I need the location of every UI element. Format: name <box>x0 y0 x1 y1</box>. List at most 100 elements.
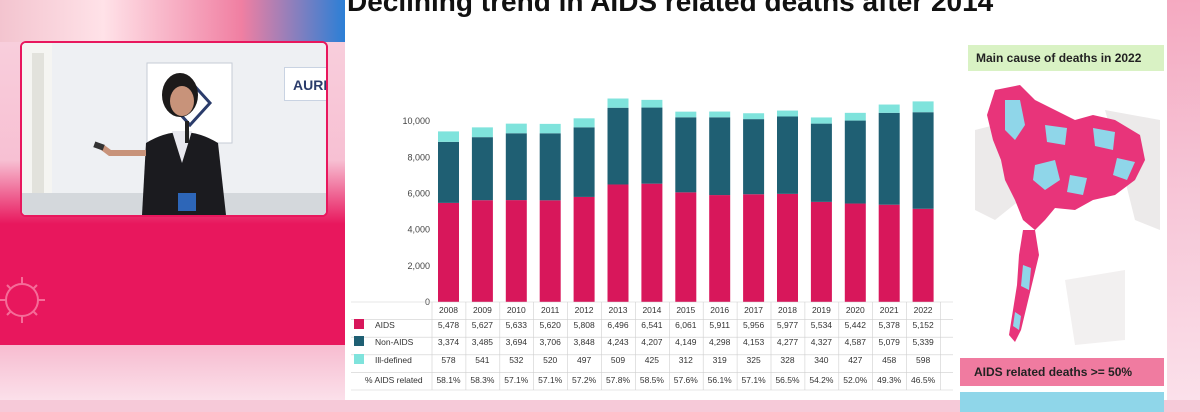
x-tick-label: 2015 <box>676 305 695 315</box>
table-cell: 57.6% <box>674 375 699 385</box>
x-tick-label: 2010 <box>507 305 526 315</box>
x-tick-label: 2017 <box>744 305 763 315</box>
speaker-video: AURI <box>20 41 328 217</box>
x-tick-label: 2018 <box>778 305 797 315</box>
bar-ill-defined-2013 <box>607 98 629 108</box>
table-row-label: Ill-defined <box>375 355 412 365</box>
table-cell: 5,339 <box>912 337 934 347</box>
bar-aids-2013 <box>607 184 629 302</box>
table-cell: 4,207 <box>641 337 663 347</box>
table-cell: 312 <box>679 355 693 365</box>
table-cell: 54.2% <box>809 375 834 385</box>
pink-band <box>0 225 345 345</box>
virus-icon <box>0 277 45 323</box>
bar-non-aids-2014 <box>641 107 663 184</box>
bar-non-aids-2017 <box>743 119 765 195</box>
bar-non-aids-2020 <box>844 120 866 204</box>
table-cell: 520 <box>543 355 557 365</box>
table-cell: 6,496 <box>607 320 629 330</box>
x-tick-label: 2011 <box>541 305 560 315</box>
table-cell: 5,534 <box>811 320 833 330</box>
table-cell: 340 <box>814 355 828 365</box>
table-cell: 5,956 <box>743 320 765 330</box>
bar-ill-defined-2015 <box>675 111 697 118</box>
x-tick-label: 2013 <box>609 305 628 315</box>
table-cell: 4,277 <box>777 337 799 347</box>
header-decoration <box>0 0 345 42</box>
bar-non-aids-2019 <box>810 123 832 202</box>
table-cell: 56.5% <box>775 375 800 385</box>
table-cell: 532 <box>509 355 523 365</box>
bar-aids-2009 <box>471 200 493 302</box>
table-cell: 5,620 <box>540 320 562 330</box>
table-cell: 57.1% <box>504 375 529 385</box>
slide-title: Declining trend in AIDS related deaths a… <box>347 0 994 17</box>
table-cell: 3,848 <box>573 337 595 347</box>
table-cell: 578 <box>441 355 455 365</box>
bar-non-aids-2010 <box>505 133 527 201</box>
bar-ill-defined-2020 <box>844 112 866 121</box>
table-row-label: % AIDS related <box>365 375 423 385</box>
table-cell: 5,633 <box>506 320 528 330</box>
bar-ill-defined-2017 <box>743 113 765 120</box>
bar-ill-defined-2011 <box>539 123 561 134</box>
data-table: 2008 2009 2010 2011 2012 2013 2014 2015 2016 2017… <box>351 301 953 391</box>
bar-ill-defined-2014 <box>641 99 663 108</box>
table-cell: 4,298 <box>709 337 731 347</box>
event-logo: AURI <box>284 67 326 101</box>
bar-non-aids-2013 <box>607 107 629 185</box>
x-tick-label: 2014 <box>642 305 661 315</box>
legend-swatch-aids <box>354 319 364 329</box>
table-cell: 497 <box>577 355 591 365</box>
table-cell: 58.5% <box>640 375 665 385</box>
bar-non-aids-2016 <box>709 117 731 196</box>
table-cell: 541 <box>475 355 489 365</box>
bar-ill-defined-2008 <box>438 131 459 142</box>
bar-aids-2010 <box>505 200 527 302</box>
table-cell: 58.1% <box>436 375 461 385</box>
table-cell: 4,243 <box>607 337 629 347</box>
bar-ill-defined-2009 <box>471 127 493 138</box>
bar-aids-2021 <box>878 204 900 302</box>
table-cell: 58.3% <box>470 375 495 385</box>
x-tick-label: 2019 <box>812 305 831 315</box>
legend-aids-deaths: AIDS related deaths >= 50% <box>960 358 1164 386</box>
bar-aids-2017 <box>743 194 765 302</box>
bar-non-aids-2018 <box>777 116 798 194</box>
table-cell: 5,478 <box>438 320 460 330</box>
map-regions <box>987 85 1145 342</box>
legend-swatch-non-aids <box>354 336 364 346</box>
table-cell: 5,442 <box>845 320 867 330</box>
speaker-image <box>22 43 326 215</box>
table-cell: 52.0% <box>843 375 868 385</box>
bar-aids-2022 <box>912 208 934 302</box>
table-cell: 427 <box>848 355 862 365</box>
map-header: Main cause of deaths in 2022 <box>968 45 1164 71</box>
table-cell: 319 <box>713 355 727 365</box>
table-cell: 4,153 <box>743 337 765 347</box>
table-cell: 5,378 <box>879 320 901 330</box>
y-tick-label: 2,000 <box>407 261 430 271</box>
x-tick-label: 2012 <box>575 305 594 315</box>
bar-non-aids-2009 <box>471 137 493 201</box>
table-cell: 3,694 <box>506 337 528 347</box>
table-cell: 5,079 <box>879 337 901 347</box>
table-cell: 46.5% <box>911 375 936 385</box>
table-cell: 4,327 <box>811 337 833 347</box>
y-tick-label: 10,000 <box>402 116 430 126</box>
table-cell: 425 <box>645 355 659 365</box>
bar-non-aids-2008 <box>438 141 459 203</box>
table-cell: 4,587 <box>845 337 867 347</box>
footer-decoration <box>0 345 345 400</box>
table-cell: 3,485 <box>472 337 494 347</box>
table-row-label: AIDS <box>375 320 395 330</box>
table-cell: 5,808 <box>573 320 595 330</box>
table-cell: 57.1% <box>742 375 767 385</box>
bar-aids-2016 <box>709 195 731 302</box>
table-cell: 3,374 <box>438 337 460 347</box>
x-tick-label: 2008 <box>439 305 458 315</box>
x-tick-label: 2022 <box>914 305 933 315</box>
table-cell: 5,152 <box>912 320 934 330</box>
